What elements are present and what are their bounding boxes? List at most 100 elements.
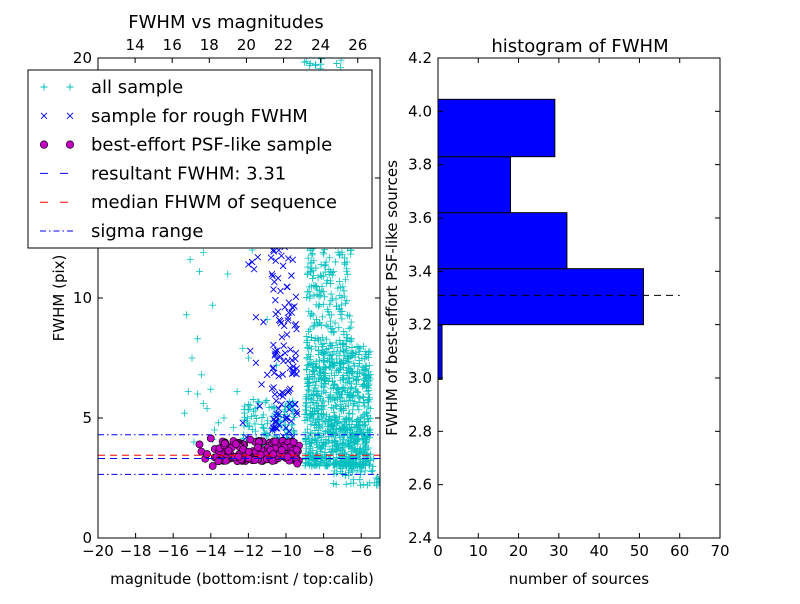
rough-sample-point <box>283 331 291 338</box>
rough-sample-point <box>252 359 260 367</box>
top-tick-label: 14 <box>126 36 145 54</box>
rough-sample-point <box>270 384 278 391</box>
all-sample-point <box>332 367 340 375</box>
rough-sample-point <box>293 408 300 415</box>
x-tick-label: 30 <box>549 542 568 560</box>
all-sample-point <box>311 384 319 392</box>
all-sample-point <box>305 371 313 379</box>
psf-sample-point <box>208 462 217 470</box>
all-sample-point <box>290 428 297 436</box>
all-sample-point <box>315 420 323 428</box>
all-sample-point <box>330 348 338 356</box>
all-sample-point <box>348 370 356 378</box>
all-sample-point <box>261 398 269 406</box>
y-tick-label: 5 <box>82 409 92 427</box>
psf-sample-point <box>195 440 204 449</box>
all-sample-point <box>310 399 318 407</box>
legend-marker <box>65 140 75 149</box>
all-sample-point <box>358 430 366 438</box>
all-sample-point <box>303 338 311 346</box>
all-sample-point <box>356 394 364 402</box>
all-sample-point <box>357 481 365 489</box>
all-sample-point <box>370 479 378 487</box>
all-sample-point <box>337 283 345 291</box>
rough-sample-point <box>239 419 247 427</box>
all-sample-point <box>330 408 338 416</box>
rough-sample-point <box>273 410 280 418</box>
all-sample-point <box>366 462 374 470</box>
x-tick-label: 0 <box>433 542 443 560</box>
all-sample-point <box>314 444 322 452</box>
rough-sample-point <box>273 413 280 421</box>
rough-sample-point <box>283 283 291 291</box>
rough-sample-point <box>252 313 260 321</box>
all-sample-point <box>353 373 361 381</box>
rough-sample-point <box>279 371 287 378</box>
x-tick-label: −16 <box>157 542 189 560</box>
legend-marker <box>40 112 48 120</box>
all-sample-point <box>343 265 351 273</box>
all-sample-point <box>310 291 318 299</box>
all-sample-point <box>326 351 334 359</box>
rough-sample-point <box>260 318 267 326</box>
all-sample-point <box>372 474 380 482</box>
rough-sample-point <box>279 393 287 400</box>
legend: all sample sample for rough FWHM best-effo… <box>27 69 373 249</box>
all-sample-point <box>333 359 341 367</box>
all-sample-point <box>341 453 349 461</box>
all-sample-point <box>311 61 319 69</box>
psf-sample-point <box>246 435 255 444</box>
all-sample-point <box>315 409 323 417</box>
all-sample-point <box>317 321 325 329</box>
all-sample-point <box>317 424 325 432</box>
all-sample-point <box>330 439 338 447</box>
all-sample-point <box>330 359 338 367</box>
all-sample-point <box>337 364 345 372</box>
x-tick-label: −6 <box>350 542 372 560</box>
rough-sample-point <box>282 424 290 432</box>
all-sample-point <box>186 256 194 264</box>
all-sample-point <box>363 415 371 423</box>
all-sample-point <box>319 300 327 308</box>
all-sample-point <box>344 354 352 362</box>
top-tick-label: 22 <box>274 36 293 54</box>
all-sample-point <box>329 448 337 456</box>
left-y-ticks: 05101520 <box>73 49 380 547</box>
all-sample-point <box>308 251 316 259</box>
all-sample-point <box>355 347 363 355</box>
all-sample-point <box>327 391 335 399</box>
top-tick-label: 24 <box>311 36 330 54</box>
all-sample-point <box>328 432 336 440</box>
rough-sample-point <box>276 391 283 399</box>
all-sample-point <box>251 412 259 420</box>
rough-sample-point <box>272 397 280 405</box>
rough-sample-point <box>284 255 292 262</box>
all-sample-point <box>322 335 330 343</box>
all-sample-point <box>327 280 335 288</box>
rough-sample-point <box>283 414 291 421</box>
all-sample-point <box>335 324 343 332</box>
top-tick-label: 16 <box>163 36 182 54</box>
all-sample-point <box>337 427 345 435</box>
all-sample-point <box>313 415 321 423</box>
all-sample-point <box>329 358 337 366</box>
rough-sample-point <box>291 400 299 408</box>
all-sample-point <box>308 462 316 470</box>
psf-sample-point <box>232 440 240 449</box>
all-sample-point <box>336 347 344 355</box>
all-sample-point <box>306 448 314 456</box>
all-sample-point <box>363 458 371 466</box>
y-tick-label: 3.2 <box>408 316 432 334</box>
all-sample-point <box>320 358 328 366</box>
all-sample-point <box>348 380 356 388</box>
all-sample-point <box>363 431 371 439</box>
x-tick-label: −20 <box>82 542 114 560</box>
all-sample-point <box>199 248 207 256</box>
all-sample-point <box>355 406 363 414</box>
all-sample-point <box>337 467 345 475</box>
rough-sample-point <box>275 372 283 380</box>
legend-label: sample for rough FWHM <box>91 106 308 127</box>
all-sample-point <box>184 388 192 396</box>
all-sample-point <box>327 403 335 411</box>
all-sample-point <box>348 350 356 358</box>
